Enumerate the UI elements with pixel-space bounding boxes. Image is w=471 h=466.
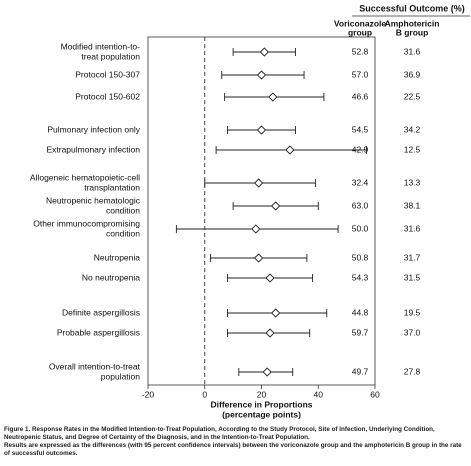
caption: Figure 1. Response Rates in the Modified… [4, 426, 468, 458]
cell-value: 27.8 [404, 366, 421, 376]
column-header: Amphotericin [385, 18, 440, 28]
cell-value: 22.5 [404, 91, 421, 101]
cell-value: 50.8 [352, 252, 369, 262]
header: Successful Outcome (%) [359, 3, 465, 13]
row-label: condition [106, 205, 140, 215]
x-tick-label: 40 [314, 389, 324, 399]
cell-value: 50.0 [352, 223, 369, 233]
caption-text: Figure 1. Response Rates in the Modified… [4, 426, 435, 441]
cell-value: 44.8 [352, 307, 369, 317]
cell-value: 32.4 [352, 177, 369, 187]
cell-value: 46.6 [352, 91, 369, 101]
row-label: treat population [81, 51, 140, 61]
estimate-diamond [256, 70, 267, 80]
estimate-diamond [259, 47, 269, 57]
cell-value: 54.3 [352, 272, 369, 282]
cell-value: 52.8 [352, 46, 369, 56]
cell-value: 38.1 [404, 200, 421, 210]
caption-text: Results are expressed as the differences… [4, 442, 462, 457]
row-label: Neutropenia [94, 252, 141, 262]
row-label: Neutropenic hematologic [46, 195, 141, 205]
x-axis-title: (percentage points) [222, 409, 301, 419]
chart: Successful Outcome (%) -20 0 20 40 60 Differe… [30, 3, 470, 419]
column-header: Voriconazole [334, 18, 387, 28]
cell-value: 63.0 [352, 200, 369, 210]
cell-value: 31.6 [404, 46, 421, 56]
estimate-diamond [254, 178, 264, 188]
x-axis-title: Difference in Proportions [210, 399, 312, 409]
cell-value: 37.0 [404, 327, 421, 337]
column-header: group [348, 27, 372, 37]
estimate-diamond [262, 367, 272, 377]
row-label: transplantation [84, 182, 140, 192]
estimate-diamond [265, 328, 275, 338]
x-tick-label: 20 [257, 389, 267, 399]
x-tick-label: 60 [370, 389, 380, 399]
cell-value: 59.7 [352, 327, 369, 337]
row-label: Protocol 150-307 [75, 69, 140, 79]
row-label: Protocol 150-602 [75, 91, 140, 101]
row-label: Extrapulmonary infection [46, 144, 140, 154]
cell-value: 19.5 [404, 307, 421, 317]
row-label: population [101, 371, 141, 381]
estimate-diamond [254, 253, 264, 263]
row-label: Modified intention-to- [61, 41, 141, 51]
row-label: Overall intention-to-treat [49, 361, 141, 371]
row-label: Allogeneic hematopoietic-cell [30, 172, 140, 182]
cell-value: 49.7 [352, 366, 369, 376]
cell-value: 31.6 [404, 223, 421, 233]
cell-value: 57.0 [352, 69, 369, 79]
row-label: condition [106, 228, 140, 238]
column-header: B group [396, 27, 429, 37]
row-label: Pulmonary infection only [47, 124, 140, 134]
cell-value: 54.5 [352, 124, 369, 134]
row-label: Definite aspergillosis [62, 307, 140, 317]
row-label: Other immunocompromising [33, 218, 140, 228]
cell-value: 31.5 [404, 272, 421, 282]
estimate-diamond [271, 308, 281, 318]
x-tick-label: -20 [142, 389, 155, 399]
estimate-diamond [271, 201, 281, 211]
cell-value: 34.2 [404, 124, 421, 134]
estimate-diamond [268, 92, 278, 102]
x-tick-label: 0 [202, 389, 207, 399]
cell-value: 42.9 [352, 144, 369, 154]
cell-value: 12.5 [404, 144, 421, 154]
estimate-diamond [251, 224, 261, 234]
estimate-diamond [265, 273, 275, 283]
row-label: No neutropenia [82, 272, 140, 282]
cell-value: 13.3 [404, 177, 421, 187]
cell-value: 31.7 [404, 252, 421, 262]
cell-value: 36.9 [404, 69, 421, 79]
estimate-diamond [285, 145, 295, 155]
estimate-diamond [256, 125, 267, 135]
row-label: Probable aspergillosis [57, 327, 140, 337]
